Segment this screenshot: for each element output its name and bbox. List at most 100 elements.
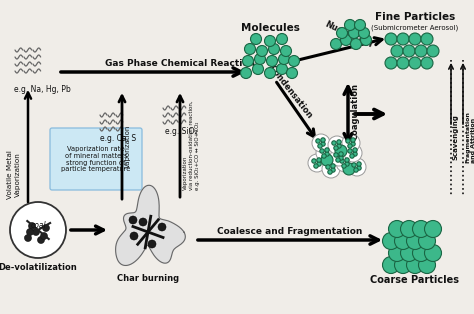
Circle shape xyxy=(316,139,320,143)
Text: Vaporization rate
of mineral matters
strong function of
particle temperature: Vaporization rate of mineral matters str… xyxy=(61,145,131,172)
Circle shape xyxy=(335,145,347,157)
Text: Gas Phase Chemical Reaction: Gas Phase Chemical Reaction xyxy=(105,59,255,68)
Text: De-volatilization: De-volatilization xyxy=(0,263,77,272)
Circle shape xyxy=(351,138,355,142)
Circle shape xyxy=(419,232,436,250)
Circle shape xyxy=(345,158,349,162)
Circle shape xyxy=(37,236,45,243)
Text: Volatile Metal
Vaporization: Volatile Metal Vaporization xyxy=(8,150,20,199)
Circle shape xyxy=(130,232,138,240)
Circle shape xyxy=(343,163,355,175)
Circle shape xyxy=(43,225,49,231)
Circle shape xyxy=(427,45,439,57)
Circle shape xyxy=(345,19,356,30)
Circle shape xyxy=(317,162,321,166)
Circle shape xyxy=(337,144,341,148)
Circle shape xyxy=(312,134,330,152)
Circle shape xyxy=(353,152,357,156)
Text: Coarse Particles: Coarse Particles xyxy=(371,275,459,285)
Circle shape xyxy=(394,232,411,250)
Circle shape xyxy=(348,144,352,148)
Circle shape xyxy=(357,166,361,170)
Circle shape xyxy=(409,57,421,69)
Circle shape xyxy=(10,202,66,258)
Circle shape xyxy=(330,148,348,166)
Circle shape xyxy=(321,142,325,146)
Circle shape xyxy=(328,136,346,154)
Circle shape xyxy=(339,156,343,160)
Circle shape xyxy=(336,154,354,172)
FancyBboxPatch shape xyxy=(50,128,142,190)
Circle shape xyxy=(320,149,324,153)
Circle shape xyxy=(314,164,318,168)
Text: e.g. Ca, S: e.g. Ca, S xyxy=(100,134,136,143)
Circle shape xyxy=(27,229,34,236)
Circle shape xyxy=(331,164,335,168)
Circle shape xyxy=(276,63,288,74)
Text: (Submicrometer Aerosol): (Submicrometer Aerosol) xyxy=(371,24,459,31)
Circle shape xyxy=(253,63,264,74)
Circle shape xyxy=(322,154,326,158)
Circle shape xyxy=(264,68,275,78)
Circle shape xyxy=(268,44,280,55)
Circle shape xyxy=(331,168,335,172)
Circle shape xyxy=(336,158,340,162)
Circle shape xyxy=(397,33,409,45)
Circle shape xyxy=(394,257,411,273)
Circle shape xyxy=(286,68,298,78)
Circle shape xyxy=(332,141,336,145)
Text: Condensation: Condensation xyxy=(267,63,314,120)
Circle shape xyxy=(401,220,418,237)
Circle shape xyxy=(354,168,358,172)
Circle shape xyxy=(389,245,405,262)
Circle shape xyxy=(148,240,156,248)
Circle shape xyxy=(407,257,423,273)
Circle shape xyxy=(348,158,366,176)
Circle shape xyxy=(419,257,436,273)
Polygon shape xyxy=(116,185,185,265)
Circle shape xyxy=(357,162,361,166)
Circle shape xyxy=(279,53,290,64)
Circle shape xyxy=(340,159,344,163)
Circle shape xyxy=(139,218,147,226)
Circle shape xyxy=(403,45,415,57)
Circle shape xyxy=(348,149,352,153)
Circle shape xyxy=(358,28,370,39)
Circle shape xyxy=(25,235,31,241)
Text: Nucleation: Nucleation xyxy=(323,19,373,49)
Circle shape xyxy=(342,134,360,152)
Circle shape xyxy=(342,164,346,168)
Circle shape xyxy=(243,56,254,67)
Circle shape xyxy=(158,223,166,231)
Circle shape xyxy=(344,144,362,162)
Circle shape xyxy=(321,154,333,166)
Circle shape xyxy=(281,46,292,57)
Circle shape xyxy=(334,146,338,150)
Circle shape xyxy=(383,257,400,273)
Circle shape xyxy=(383,232,400,250)
Circle shape xyxy=(255,53,265,64)
Circle shape xyxy=(412,245,429,262)
Circle shape xyxy=(407,232,423,250)
Circle shape xyxy=(322,160,340,178)
Text: Scavenging: Scavenging xyxy=(453,114,459,160)
Text: coal: coal xyxy=(30,221,46,230)
Circle shape xyxy=(397,57,409,69)
Circle shape xyxy=(355,19,365,30)
Circle shape xyxy=(346,139,350,143)
Text: Vaporization
via reduction-oxidation reaction,
e.g. SiO₂+CO ↔ SiO+CO₂: Vaporization via reduction-oxidation rea… xyxy=(183,100,200,190)
Circle shape xyxy=(350,154,354,158)
Circle shape xyxy=(256,46,267,57)
Circle shape xyxy=(250,34,262,45)
Circle shape xyxy=(385,57,397,69)
Circle shape xyxy=(340,35,352,46)
Circle shape xyxy=(391,45,403,57)
Circle shape xyxy=(337,28,347,39)
Circle shape xyxy=(318,144,322,148)
Circle shape xyxy=(337,140,341,144)
Circle shape xyxy=(321,138,325,142)
Circle shape xyxy=(240,68,252,78)
Circle shape xyxy=(289,56,300,67)
Circle shape xyxy=(316,144,334,162)
Circle shape xyxy=(325,152,329,156)
